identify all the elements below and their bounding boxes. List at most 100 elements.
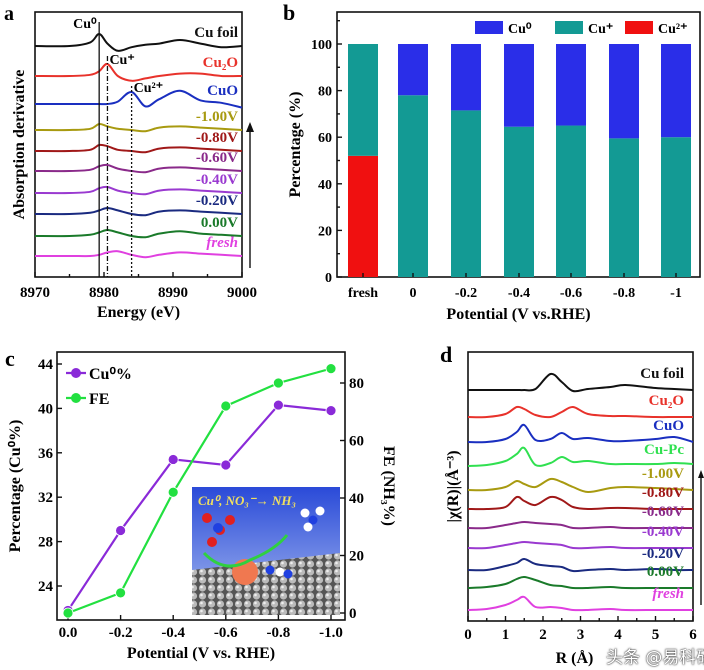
spectrum-line — [467, 575, 693, 590]
y-tick-label: 80 — [318, 85, 332, 100]
x-tick-label: -0.2 — [455, 286, 477, 301]
x-axis-label: Potential (V vs. RHE) — [127, 645, 275, 662]
data-point — [325, 405, 337, 417]
series-label: Cu₂O — [203, 55, 238, 71]
x-tick-label: 1 — [502, 627, 510, 643]
bar-segment — [348, 155, 378, 277]
series-label: Cu foil — [640, 366, 684, 382]
x-axis-label: R (Å) — [556, 649, 594, 667]
panel-label: d — [440, 342, 452, 367]
panel-label: c — [5, 346, 15, 371]
series-line — [67, 403, 332, 612]
x-tick-label: 0 — [464, 627, 472, 643]
series-label: CuO — [653, 418, 684, 434]
x-tick-label: -0.6 — [214, 625, 238, 641]
y-tick-label: 32 — [38, 490, 53, 506]
y-tick-label: 20 — [318, 224, 332, 239]
data-point — [272, 399, 284, 411]
spectrum-line — [34, 62, 243, 82]
y-tick-label: 100 — [311, 38, 332, 53]
data-point — [325, 363, 337, 375]
spectrum-line — [467, 520, 693, 530]
bar-segment — [609, 44, 639, 139]
y-tick-label: 60 — [318, 131, 332, 146]
series-label: -0.20V — [642, 546, 684, 562]
panel-a: a 8970 8980 8990 9000 Energy (eV) Absorption d… — [4, 3, 257, 321]
data-point — [62, 607, 74, 619]
nitrate-atom — [207, 537, 217, 547]
ammonia-atom — [303, 522, 313, 532]
y-tick-label: 0 — [325, 271, 332, 286]
spectrum-line — [467, 405, 693, 419]
panel-label: a — [4, 3, 14, 25]
spectrum-line — [34, 33, 243, 52]
legend-marker — [71, 368, 81, 378]
spectrum-line — [467, 558, 694, 573]
series-label: -0.80V — [642, 485, 684, 501]
ammonia-atom — [265, 565, 275, 575]
graphene-sheet — [192, 553, 340, 615]
spectrum-line — [468, 372, 694, 393]
x-tick-label: -1 — [670, 286, 682, 301]
x-tick-label: 2 — [539, 627, 547, 643]
x-tick-label: -1.0 — [319, 625, 343, 641]
reference-line-label: Cu⁺ — [109, 53, 134, 68]
bar-segment — [451, 44, 481, 111]
inset-illustration: Cu⁰, NO₃⁻→ NH₃ — [192, 487, 340, 615]
bar-segment — [556, 125, 586, 277]
series-label: Cu₂O — [649, 393, 684, 409]
y-axis-label: |χ(R)|(Å⁻³) — [444, 450, 462, 522]
nitrate-atom — [225, 515, 235, 525]
reference-line-label: Cu²⁺ — [134, 81, 163, 96]
spectrum-line — [467, 495, 693, 511]
series-label: Cu foil — [194, 25, 238, 41]
panel-d: d 0 1 2 3 4 5 6 R (Å) |χ(R)|(Å⁻³) Cu foil Cu₂O CuO Cu… — [440, 342, 704, 667]
y2-tick-label: 20 — [349, 549, 364, 565]
nitrate-atom — [213, 523, 223, 533]
y-axis-label: Absorption derivative — [11, 70, 28, 220]
ammonia-atom — [283, 569, 293, 579]
y-tick-label: 28 — [38, 535, 53, 551]
arrow-head-icon — [698, 470, 704, 478]
series-label: -0.40V — [642, 524, 684, 540]
legend-label: FE — [89, 391, 109, 408]
y-tick-label: 40 — [318, 178, 332, 193]
series-label: fresh — [652, 586, 684, 602]
legend-label: Cu²⁺ — [658, 22, 687, 37]
x-tick-label: 8990 — [158, 285, 188, 301]
spectrum-line — [467, 540, 693, 550]
x-tick-label: 0 — [410, 286, 417, 301]
series-label: -0.20V — [196, 193, 238, 209]
x-tick-label: -0.4 — [508, 286, 530, 301]
plot-frame — [56, 351, 346, 621]
data-point — [220, 459, 232, 471]
x-axis-label: Potential (V vs.RHE) — [446, 306, 590, 323]
x-tick-label: 9000 — [227, 285, 257, 301]
ammonia-atom — [315, 506, 325, 516]
bar-segment — [398, 95, 428, 277]
data-point — [115, 587, 126, 599]
x-tick-label: 6 — [689, 627, 697, 643]
watermark: 头条 @易科研 — [606, 648, 704, 668]
legend-swatch — [625, 21, 653, 34]
series-label: Cu-Pc — [644, 442, 684, 458]
x-tick-label: -0.8 — [267, 625, 291, 641]
series-label: fresh — [206, 235, 238, 251]
bar-segment — [556, 44, 586, 126]
x-tick-label: 4 — [614, 627, 622, 643]
spectrum-line — [34, 250, 243, 259]
y2-tick-label: 0 — [349, 606, 357, 622]
bar-segment — [451, 110, 481, 277]
series-label: -0.80V — [196, 130, 238, 146]
y2-tick-label: 80 — [349, 376, 364, 392]
legend-label: Cu⁰ — [508, 22, 532, 37]
x-tick-label: 0.0 — [59, 625, 78, 641]
y-tick-label: 24 — [38, 579, 54, 595]
y2-tick-label: 60 — [349, 434, 364, 450]
spectrum-line — [34, 185, 243, 196]
x-tick-label: -0.6 — [560, 286, 582, 301]
panel-c: c Cu⁰, NO₃⁻→ NH₃ 24 28 32 36 40 44 0 20 40 60 80 0.0 -… — [5, 346, 397, 662]
x-tick-label: fresh — [348, 286, 378, 301]
reference-line-label: Cu⁰ — [73, 17, 97, 32]
spectrum-line — [467, 477, 694, 494]
